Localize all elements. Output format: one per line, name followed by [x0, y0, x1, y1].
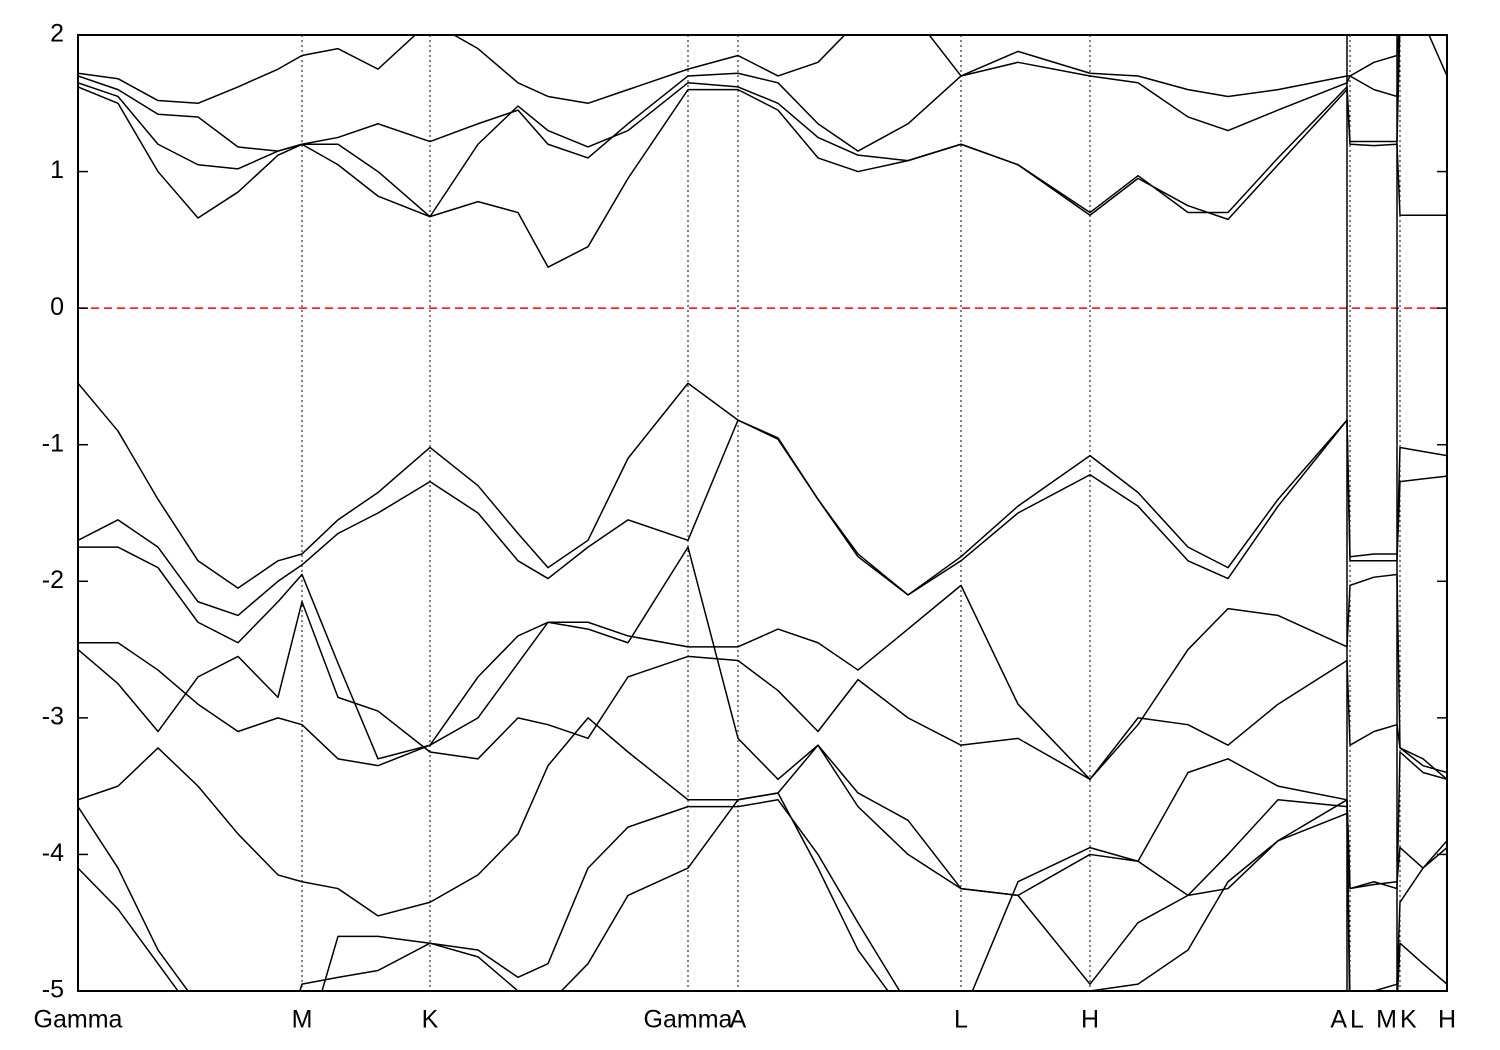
band-line	[78, 792, 1447, 991]
band-line	[78, 799, 1447, 991]
plot-frame	[77, 34, 1448, 992]
x-tick-label: M	[1376, 1006, 1397, 1034]
band-line	[78, 382, 1447, 596]
y-tick-label: -2	[42, 566, 64, 594]
y-tick-label: -3	[42, 702, 64, 730]
band-line	[78, 717, 1447, 917]
x-tick-label: Gamma	[644, 1006, 733, 1034]
x-tick-label: M	[292, 1006, 313, 1034]
band-line	[78, 35, 1401, 218]
x-tick-label: L	[1350, 1006, 1364, 1034]
y-tick-label: 1	[50, 156, 64, 184]
data-layer	[78, 35, 1447, 991]
x-tick-label: K	[1400, 1006, 1417, 1034]
band-line	[78, 419, 1447, 617]
x-tick-label: K	[422, 1006, 439, 1034]
band-line	[78, 35, 1447, 105]
grid-layer	[78, 35, 1447, 991]
y-tick-label: -1	[42, 429, 64, 457]
x-tick-label: A	[1330, 1006, 1347, 1034]
y-tick-label: 0	[50, 293, 64, 321]
band-line	[78, 35, 1401, 159]
x-tick-label: L	[954, 1006, 968, 1034]
x-tick-label: Gamma	[34, 1006, 123, 1034]
y-tick-label: 2	[50, 20, 64, 48]
band-line	[78, 86, 1447, 268]
x-tick-label: A	[730, 1006, 747, 1034]
y-tick-label: -5	[42, 976, 64, 1004]
band-line	[78, 601, 1447, 781]
x-tick-label: H	[1438, 1006, 1456, 1034]
x-tick-label: H	[1081, 1006, 1099, 1034]
y-tick-label: -4	[42, 839, 64, 867]
band-line	[78, 546, 1447, 781]
